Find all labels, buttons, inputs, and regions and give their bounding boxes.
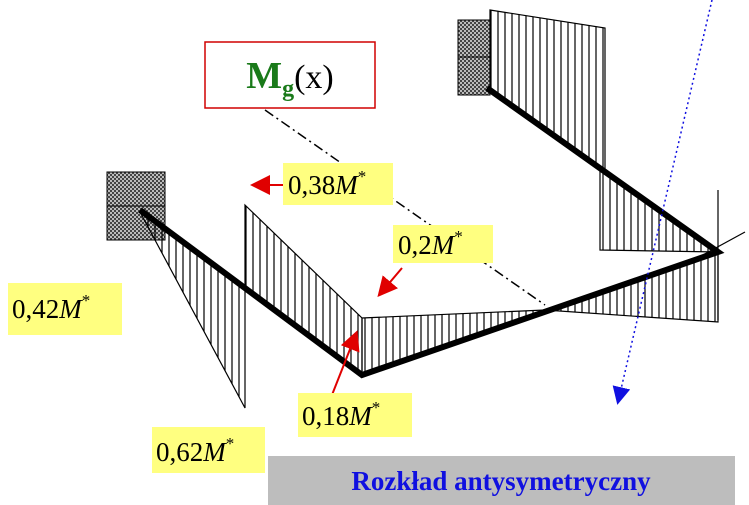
- label-symbol: M: [202, 437, 227, 467]
- moment-label: 0,2M*: [398, 227, 463, 260]
- title-sub: g: [282, 76, 294, 102]
- label-symbol: M: [431, 230, 456, 260]
- label-coef: 0,18: [302, 401, 349, 431]
- label-coef: 0,62: [156, 437, 203, 467]
- label-symbol: M: [348, 401, 373, 431]
- label-sup: *: [372, 398, 381, 417]
- title-box: Mg(x): [205, 42, 375, 108]
- page: Mg(x) Rozkład antysymetryczny 0,38M*0,2M…: [0, 0, 749, 505]
- label-coef: 0,42: [12, 294, 59, 324]
- moment-label: 0,38M*: [288, 167, 366, 200]
- caption: Rozkład antysymetryczny: [351, 466, 651, 496]
- moment-label: 0,42M*: [12, 291, 90, 324]
- moment-label: 0,18M*: [302, 398, 380, 431]
- title-main: M: [246, 55, 282, 97]
- moment-label: 0,62M*: [156, 434, 234, 467]
- label-sup: *: [454, 227, 463, 246]
- diagram: Mg(x) Rozkład antysymetryczny 0,38M*0,2M…: [0, 0, 749, 505]
- label-symbol: M: [334, 170, 359, 200]
- label-sup: *: [226, 434, 235, 453]
- label-sup: *: [358, 167, 367, 186]
- label-sup: *: [82, 291, 91, 310]
- label-coef: 0,2: [398, 230, 432, 260]
- label-coef: 0,38: [288, 170, 335, 200]
- label-symbol: M: [58, 294, 83, 324]
- title-arg: (x): [294, 59, 334, 96]
